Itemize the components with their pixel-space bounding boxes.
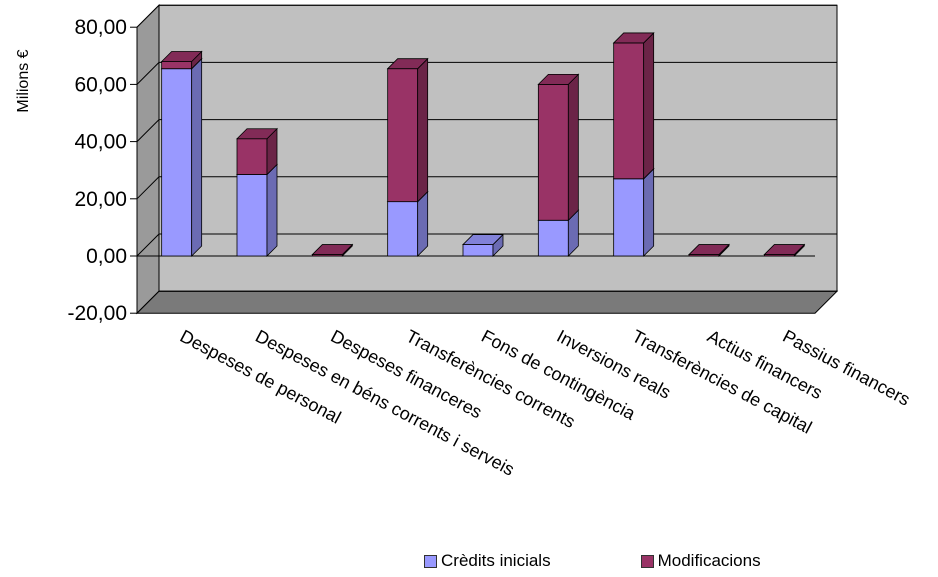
legend-item-credits: Crèdits inicials bbox=[424, 551, 551, 571]
bar-segment bbox=[688, 243, 730, 257]
bar-segment bbox=[386, 57, 429, 203]
bar-side bbox=[417, 57, 429, 203]
bars bbox=[160, 31, 806, 257]
y-axis-tick-labels: -20,00 0,00 20,00 40,00 60,00 80,00 bbox=[67, 16, 127, 325]
bar-front bbox=[462, 244, 494, 257]
bar-segment bbox=[462, 233, 504, 257]
bar-top bbox=[537, 74, 580, 85]
y-axis-label: Milions € bbox=[15, 49, 32, 112]
bar-segment bbox=[236, 127, 278, 176]
y-tick-label: 20,00 bbox=[74, 188, 127, 211]
bar-side bbox=[266, 163, 278, 257]
y-tick-label: 80,00 bbox=[74, 16, 127, 39]
bar-front bbox=[387, 201, 419, 257]
bar-front bbox=[236, 138, 268, 175]
bar-front bbox=[537, 219, 569, 257]
bar-top bbox=[462, 234, 504, 245]
gridline bbox=[136, 119, 837, 142]
bar-segment bbox=[160, 57, 203, 257]
legend-item-modifications: Modificacions bbox=[640, 551, 761, 571]
y-tick-label: 40,00 bbox=[74, 131, 127, 154]
legend: Crèdits inicials Modificacions bbox=[424, 551, 761, 571]
bar-side bbox=[643, 167, 655, 257]
bar-front bbox=[613, 42, 645, 180]
gridline bbox=[136, 290, 837, 314]
y-tick-label: 60,00 bbox=[74, 73, 127, 96]
bar-segment bbox=[537, 73, 580, 222]
bar-front bbox=[161, 61, 193, 70]
bar-top bbox=[612, 32, 655, 44]
gridline bbox=[136, 233, 837, 257]
bar-segment bbox=[763, 243, 806, 257]
legend-label-credits: Crèdits inicials bbox=[441, 551, 551, 570]
gridline bbox=[136, 176, 837, 200]
legend-swatch-credits bbox=[424, 554, 437, 568]
bar-side bbox=[417, 190, 429, 257]
bar-top bbox=[763, 244, 806, 255]
gridline bbox=[136, 4, 837, 28]
legend-label-modifications: Modificacions bbox=[657, 551, 761, 570]
bar-side bbox=[643, 31, 655, 180]
bar-side bbox=[567, 73, 579, 222]
bar-top bbox=[688, 244, 730, 255]
x-category-label: Passius financers bbox=[779, 326, 913, 410]
bar-top bbox=[236, 128, 278, 140]
floor bbox=[135, 290, 839, 314]
bar-front bbox=[387, 68, 419, 203]
bar-segment bbox=[160, 50, 203, 70]
gridline bbox=[136, 61, 837, 85]
bar-top bbox=[386, 58, 429, 70]
bar-front bbox=[537, 84, 569, 221]
bar-segment bbox=[612, 167, 655, 257]
y-tick-label: 0,00 bbox=[86, 245, 127, 268]
side-wall bbox=[136, 3, 160, 315]
bar-segment bbox=[311, 243, 354, 257]
bar-front bbox=[161, 68, 193, 257]
bar-front bbox=[236, 174, 268, 257]
bar-segment bbox=[236, 163, 278, 257]
y-tick-label: -20,00 bbox=[67, 302, 127, 325]
bar-top bbox=[160, 51, 203, 62]
bar-segment bbox=[612, 31, 655, 180]
bar-top bbox=[311, 244, 354, 255]
bar-side bbox=[191, 57, 203, 257]
legend-swatch-modifications bbox=[640, 554, 654, 568]
bar-front bbox=[613, 178, 645, 257]
